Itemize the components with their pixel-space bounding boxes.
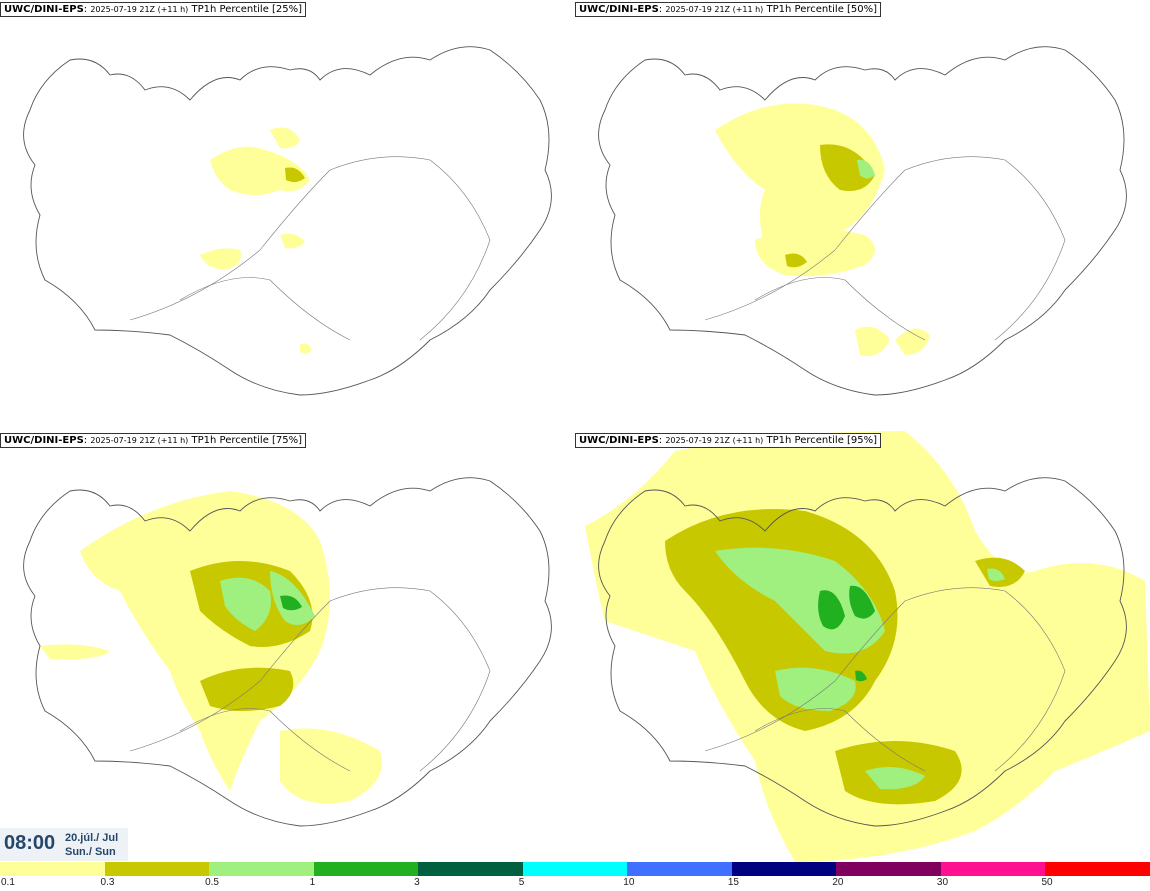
iceland-map [585,431,1150,862]
legend-swatch [522,862,628,876]
model-name: UWC/DINI-EPS [4,435,84,446]
legend-swatch [940,862,1046,876]
precip-field [40,491,382,804]
valid-date: 20.júl./ Jul Sun./ Sun [65,831,118,859]
valid-time: 08:00 [4,832,56,854]
roads [704,587,1066,772]
coastline [598,46,1127,396]
run-time: 2025-07-19 21Z (+11 h) [90,5,189,14]
run-time: 2025-07-19 21Z (+11 h) [665,436,764,445]
precip-field-05 [857,159,875,179]
iceland-map [23,477,552,827]
precip-field-1 [280,595,302,611]
run-time: 2025-07-19 21Z (+11 h) [90,436,189,445]
valid-time-box: 08:00 20.júl./ Jul Sun./ Sun [0,828,128,861]
legend-label: 0.1 [1,877,15,888]
valid-date-line2: Sun./ Sun [65,846,116,858]
legend-swatch [418,862,524,876]
coastline [23,46,552,396]
panel-title: UWC/DINI-EPS: 2025-07-19 21Z (+11 h) TP1… [575,433,882,448]
run-time: 2025-07-19 21Z (+11 h) [665,5,764,14]
coastline [598,477,1127,827]
precip-field [715,103,930,356]
legend-swatch [836,862,942,876]
model-name: UWC/DINI-EPS [579,435,659,446]
legend-swatch [104,862,210,876]
field-label: TP1h Percentile [50%] [766,4,878,15]
model-name: UWC/DINI-EPS [4,4,84,15]
model-name: UWC/DINI-EPS [579,4,659,15]
legend-label: 3 [414,877,420,888]
precip-field-05 [715,547,1005,790]
iceland-map [23,46,552,396]
legend-swatch [627,862,733,876]
precip-field-03 [285,167,305,183]
precip-field-03 [785,144,875,268]
legend-label: 50 [1041,877,1053,888]
iceland-map [598,46,1127,396]
legend-swatch [313,862,419,876]
legend-label: 0.3 [100,877,115,888]
panel-title: UWC/DINI-EPS: 2025-07-19 21Z (+11 h) TP1… [0,2,307,17]
legend-label: 15 [727,877,739,888]
map-panel-p50: UWC/DINI-EPS: 2025-07-19 21Z (+11 h) TP1… [575,0,1150,431]
map-panel-p75: UWC/DINI-EPS: 2025-07-19 21Z (+11 h) TP1… [0,431,575,862]
color-legend: 0.1 0.3 0.5 1 3 5 10 15 20 30 50 [0,862,1150,891]
map-panel-p25: UWC/DINI-EPS: 2025-07-19 21Z (+11 h) TP1… [0,0,575,431]
roads [704,156,1066,341]
field-label: TP1h Percentile [25%] [191,4,303,15]
field-label: TP1h Percentile [95%] [766,435,878,446]
roads [129,156,491,341]
legend-label: 30 [936,877,949,888]
legend-label: 20 [832,877,844,888]
valid-date-line1: 20.júl./ Jul [65,832,119,844]
map-panel-p95: UWC/DINI-EPS: 2025-07-19 21Z (+11 h) TP1… [575,431,1150,862]
panel-title: UWC/DINI-EPS: 2025-07-19 21Z (+11 h) TP1… [575,2,882,17]
panel-title: UWC/DINI-EPS: 2025-07-19 21Z (+11 h) TP1… [0,433,307,448]
legend-swatch [1045,862,1150,876]
field-label: TP1h Percentile [75%] [191,435,303,446]
roads [129,587,491,772]
legend-swatch [731,862,837,876]
legend-label: 0.5 [205,877,219,888]
precip-field [200,127,312,354]
precip-field-1 [818,585,875,682]
legend-swatch [209,862,315,876]
coastline [23,477,552,827]
legend-label: 10 [623,877,635,888]
legend-swatch [0,862,105,876]
legend-label: 1 [309,877,316,888]
legend-label: 5 [518,877,525,888]
